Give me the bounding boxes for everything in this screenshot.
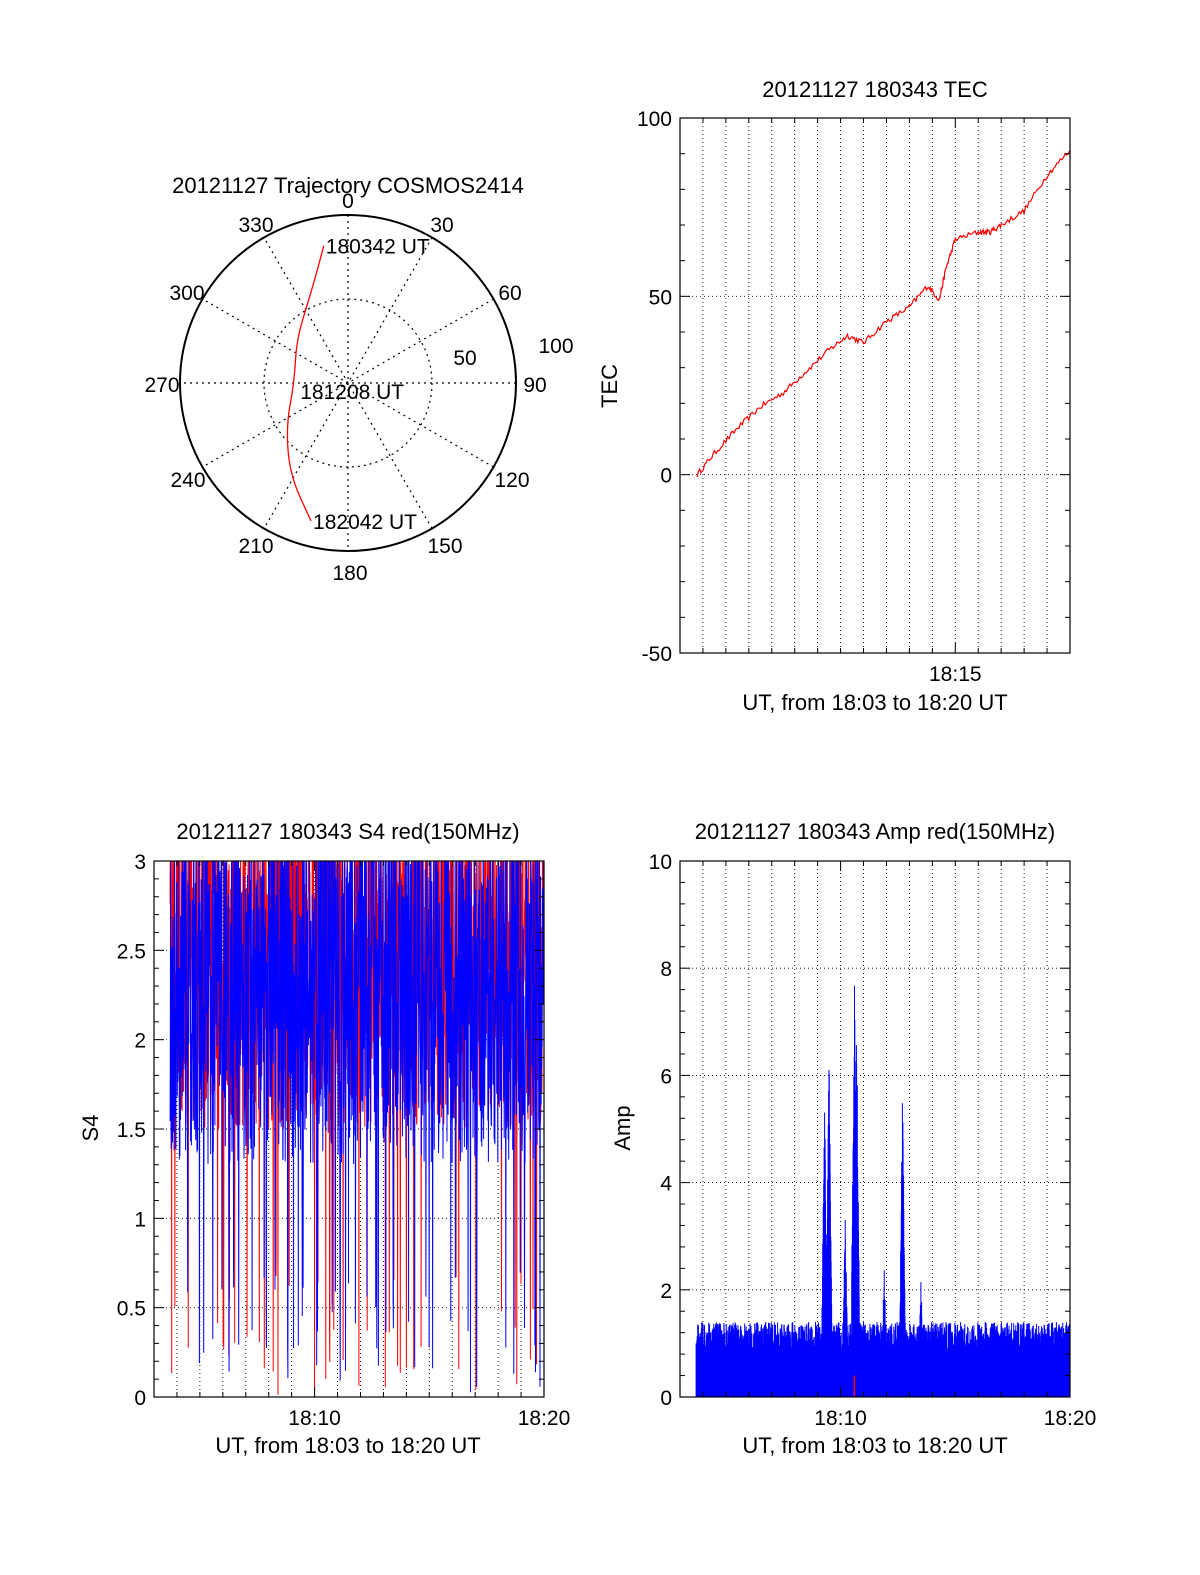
s4-axes: 0 0.5 1 1.5 2 2.5 3 18:10 18:20 [117,851,571,1430]
tec-ylabel: TEC [597,364,622,408]
trajectory-title: 20121127 Trajectory COSMOS2414 [172,173,524,198]
s4-title: 20121127 180343 S4 red(150MHz) [176,819,519,844]
plot-frame [679,117,1071,654]
plot-area [680,985,1070,1397]
series-band-0 [695,985,1070,1397]
series-line-0 [696,149,1070,478]
x-tick-label-0: 18:10 [288,1407,341,1430]
s4-xlabel: UT, from 18:03 to 18:20 UT [215,1433,480,1458]
y-tick-label-3: 6 [660,1065,672,1088]
tec-axes: -50 0 50 100 18:15 [637,108,1071,686]
amp-xlabel: UT, from 18:03 to 18:20 UT [742,1433,1007,1458]
y-tick-label-2: 4 [660,1173,672,1196]
trajectory-series [286,245,325,522]
polar-radius-label-0: 50 [453,347,476,370]
tec-xlabel: UT, from 18:03 to 18:20 UT [742,690,1007,715]
polar-angle-label-8: 240 [170,469,205,492]
polar-angle-label-10: 300 [169,282,204,305]
x-tick-label-1: 18:20 [518,1407,571,1430]
s4-panel: 20121127 180343 S4 red(150MHz) S4 UT, fr… [78,819,571,1458]
y-tick-label-4: 8 [660,958,672,981]
trajectory-annotation-1: 181208 UT [300,381,404,404]
tec-title: 20121127 180343 TEC [762,77,988,102]
y-tick-label-0: 0 [660,1387,672,1410]
y-tick-label-1: 0 [660,465,672,488]
polar-radius-label-1: 100 [538,335,573,358]
polar-labels: 0 30 60 90 120 150 180 210 240 270 300 330 50 100 1803… [144,190,573,585]
polar-grid [179,214,517,552]
y-tick-label-4: 2 [134,1030,146,1053]
polar-spoke-150 [263,237,433,529]
y-tick-label-1: 2 [660,1280,672,1303]
x-tick-label-0: 18:15 [929,663,982,686]
series-line-1 [169,861,544,1393]
plot-area [169,861,544,1395]
y-tick-label-5: 2.5 [117,940,146,963]
polar-angle-label-9: 270 [144,374,179,397]
s4-ylabel: S4 [78,1115,103,1142]
amp-axes: 0 2 4 6 8 10 18:10 18:20 [649,851,1097,1430]
polar-angle-label-7: 210 [238,535,273,558]
polar-angle-label-11: 330 [238,214,273,237]
y-tick-label-2: 1 [134,1208,146,1231]
tec-panel: 20121127 180343 TEC TEC UT, from 18:03 t… [597,77,1071,715]
y-tick-label-0: -50 [642,643,672,666]
polar-angle-label-3: 90 [523,374,546,397]
y-tick-label-3: 100 [637,108,672,131]
polar-angle-label-0: 0 [342,190,354,213]
x-tick-label-1: 18:20 [1044,1407,1097,1430]
x-tick-label-0: 18:10 [814,1407,867,1430]
trajectory-annotation-0: 180342 UT [326,236,430,259]
amp-title: 20121127 180343 Amp red(150MHz) [695,819,1055,844]
plot-frame [679,860,1071,1398]
amp-ylabel: Amp [610,1105,635,1150]
polar-angle-label-1: 30 [430,214,453,237]
trajectory-line [286,245,325,522]
polar-angle-label-4: 120 [494,469,529,492]
amp-panel: 20121127 180343 Amp red(150MHz) Amp UT, … [610,819,1096,1458]
trajectory-panel: 20121127 Trajectory COSMOS2414 0 30 60 90 12… [144,173,573,585]
polar-angle-label-6: 180 [332,562,367,585]
y-tick-label-2: 50 [649,286,672,309]
trajectory-annotation-2: 182042 UT [313,511,417,534]
polar-angle-label-2: 60 [498,282,521,305]
y-tick-label-0: 0 [134,1387,146,1410]
y-tick-label-3: 1.5 [117,1119,146,1142]
y-tick-label-5: 10 [649,851,672,874]
y-tick-label-1: 0.5 [117,1298,146,1321]
plot-area [696,149,1070,478]
polar-angle-label-5: 150 [427,535,462,558]
y-tick-label-6: 3 [134,851,146,874]
